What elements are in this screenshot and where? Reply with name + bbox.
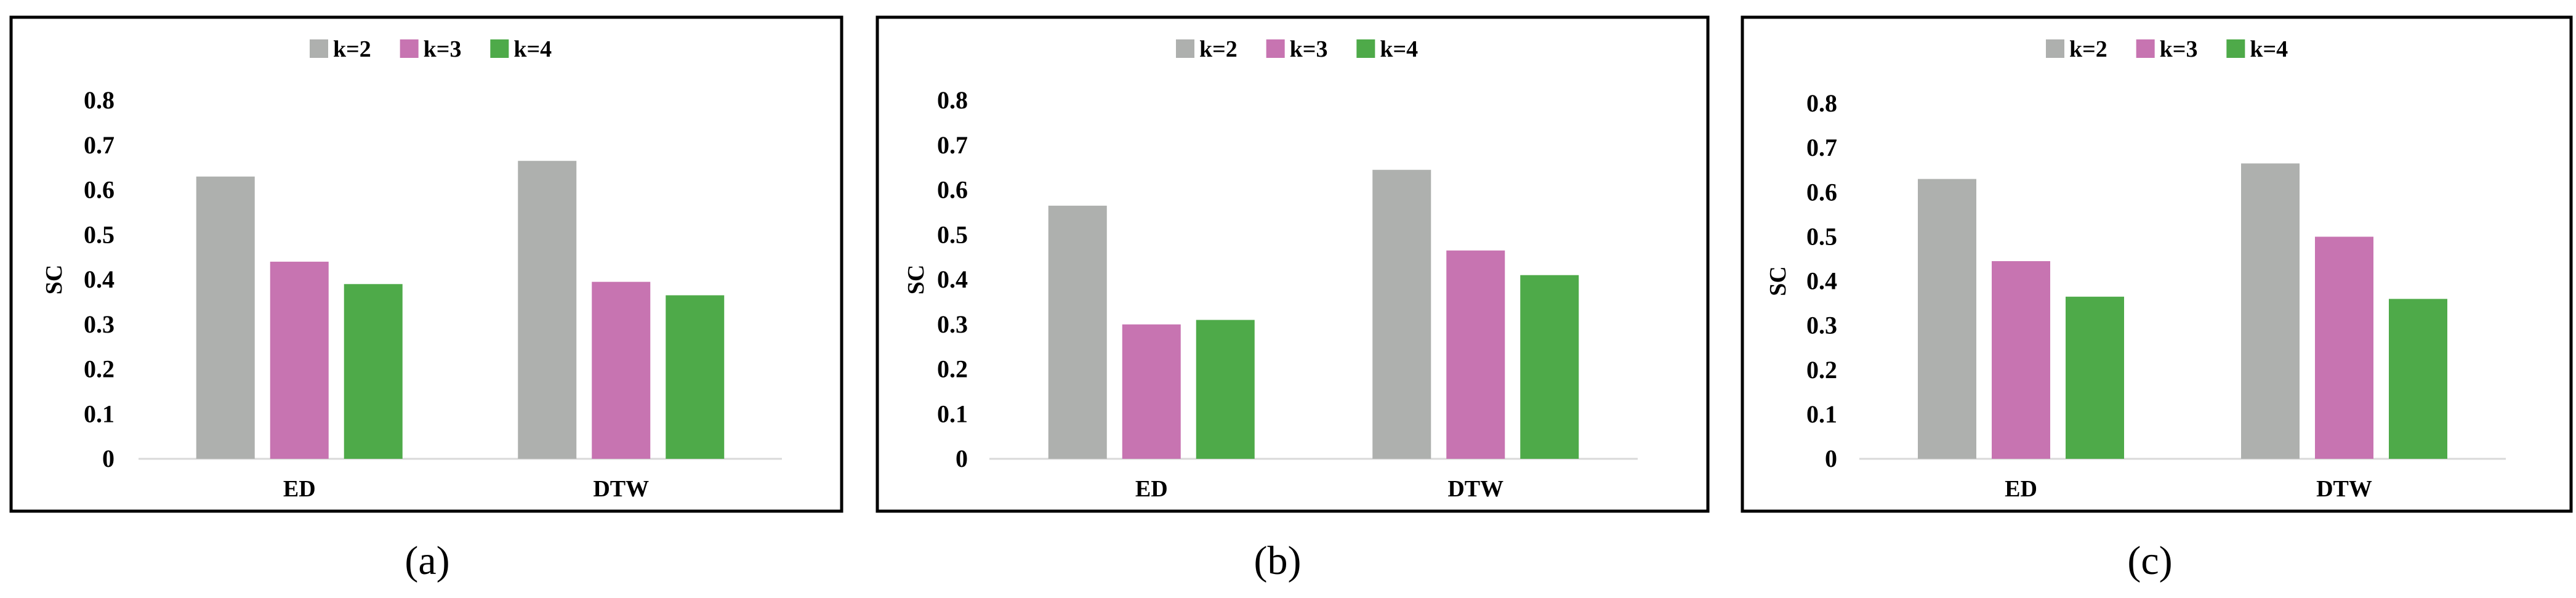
chart-panel-2: k=2 k=3 k=4 SC 0 0.1 0.2 0.3 0.4 0.5 0.6 0.7 0.8 ED DT… [875,15,1710,583]
y-tick-label: 0 [1825,445,1837,472]
legend-label: k=2 [2069,36,2107,62]
y-tick-label: 0.6 [84,176,115,204]
bar-ed-k2 [1048,205,1107,459]
bar-dtw-k3 [592,281,651,459]
y-tick-label: 0.3 [84,310,115,338]
y-tick-label: 0 [956,445,968,472]
x-category-label: DTW [1447,476,1503,502]
chart-panel-3: k=2 k=3 k=4 SC 0 0.1 0.2 0.3 0.4 0.5 0.6 0.7 0.8 ED DT… [1741,15,2573,583]
bar-dtw-k3 [1446,250,1505,459]
bar-ed-k4 [2066,296,2124,459]
legend-swatch [1176,39,1194,58]
y-tick-label: 0.6 [1806,178,1837,206]
bar-ed-k4 [1196,320,1255,459]
y-tick-label: 0.6 [937,176,968,204]
x-category-label: ED [1135,476,1168,502]
y-tick-label: 0.4 [1806,267,1837,295]
y-tick-label: 0.2 [937,355,968,383]
sub-caption: (c) [2127,538,2172,583]
legend-label: k=3 [1290,36,1328,62]
y-axis-label: SC [903,265,929,295]
legend-swatch [490,39,509,58]
chart-panel-1: k=2 k=3 k=4 SC 0 0.1 0.2 0.3 0.4 0.5 0.6 0.7 0.8 ED DT… [9,15,843,583]
y-tick-label: 0.2 [84,355,115,383]
legend-swatch [2226,39,2245,58]
legend-label: k=3 [424,36,462,62]
y-tick-label: 0.4 [937,265,968,293]
bar-dtw-k2 [1372,169,1431,459]
y-tick-label: 0.5 [937,220,968,248]
y-tick-label: 0.1 [84,400,115,427]
y-tick-label: 0.7 [937,131,968,159]
y-tick-label: 0.8 [1806,89,1837,117]
legend-swatch [400,39,419,58]
sub-caption: (b) [1254,538,1302,583]
y-tick-label: 0.5 [84,220,115,248]
bar-dtw-k4 [666,295,725,459]
bar-dtw-k2 [2241,163,2300,459]
y-axis-label: SC [41,265,67,295]
legend-swatch [1266,39,1285,58]
bar-ed-k2 [1918,179,1976,459]
legend-swatch [310,39,328,58]
y-tick-label: 0.8 [937,86,968,114]
legend-swatch [2046,39,2064,58]
legend-swatch [1356,39,1375,58]
bar-dtw-k3 [2315,236,2373,459]
y-axis-label: SC [1765,266,1791,296]
legend-label: k=2 [1199,36,1238,62]
legend-label: k=3 [2160,36,2198,62]
y-tick-label: 0.3 [937,310,968,338]
legend-label: k=4 [2250,36,2288,62]
bar-ed-k3 [1992,261,2050,459]
y-tick-label: 0.7 [1806,134,1837,161]
x-category-label: ED [283,476,316,502]
legend-swatch [2136,39,2155,58]
x-category-label: ED [2005,476,2037,502]
legend-label: k=4 [1380,36,1418,62]
y-tick-label: 0.8 [84,86,115,114]
bar-ed-k3 [270,261,329,459]
sub-caption: (a) [405,538,449,583]
legend-label: k=4 [513,36,552,62]
y-tick-label: 0.1 [937,400,968,427]
bar-dtw-k4 [1520,275,1579,459]
y-tick-label: 0 [102,445,115,472]
legend-label: k=2 [333,36,371,62]
y-tick-label: 0.7 [84,131,115,159]
bar-ed-k4 [344,284,403,459]
panel-frame [875,15,1710,513]
bar-ed-k2 [196,176,255,459]
bar-dtw-k4 [2389,299,2447,459]
y-tick-label: 0.5 [1806,222,1837,250]
y-tick-label: 0.3 [1806,312,1837,339]
bar-dtw-k2 [518,161,577,459]
y-tick-label: 0.1 [1806,400,1837,428]
y-tick-label: 0.2 [1806,356,1837,384]
bar-ed-k3 [1122,324,1181,459]
x-category-label: DTW [2316,476,2372,502]
y-tick-label: 0.4 [84,265,115,293]
x-category-label: DTW [593,476,649,502]
